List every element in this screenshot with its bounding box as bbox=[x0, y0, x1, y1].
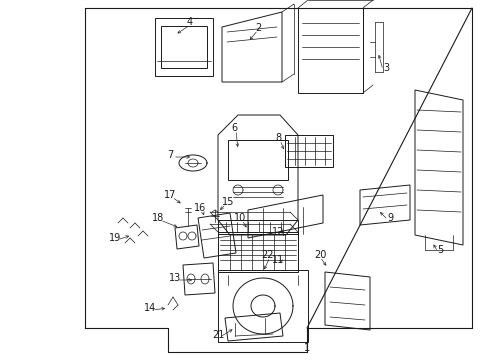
Text: 14: 14 bbox=[143, 303, 156, 313]
Text: 19: 19 bbox=[109, 233, 121, 243]
Text: 10: 10 bbox=[233, 213, 245, 223]
Text: 22: 22 bbox=[261, 250, 274, 260]
Text: 13: 13 bbox=[168, 273, 181, 283]
Text: 5: 5 bbox=[436, 245, 442, 255]
Text: 8: 8 bbox=[274, 133, 281, 143]
Text: 7: 7 bbox=[166, 150, 173, 160]
Text: 12: 12 bbox=[271, 227, 284, 237]
Text: 21: 21 bbox=[211, 330, 224, 340]
Text: 18: 18 bbox=[152, 213, 164, 223]
Text: 9: 9 bbox=[386, 213, 392, 223]
Text: 20: 20 bbox=[313, 250, 325, 260]
Text: 16: 16 bbox=[193, 203, 206, 213]
Text: 2: 2 bbox=[254, 23, 261, 33]
Text: 1: 1 bbox=[304, 343, 309, 353]
Text: 11: 11 bbox=[271, 255, 284, 265]
Text: 4: 4 bbox=[186, 17, 193, 27]
Text: 17: 17 bbox=[163, 190, 176, 200]
Text: 15: 15 bbox=[222, 197, 234, 207]
Text: 6: 6 bbox=[230, 123, 237, 133]
Text: 3: 3 bbox=[382, 63, 388, 73]
